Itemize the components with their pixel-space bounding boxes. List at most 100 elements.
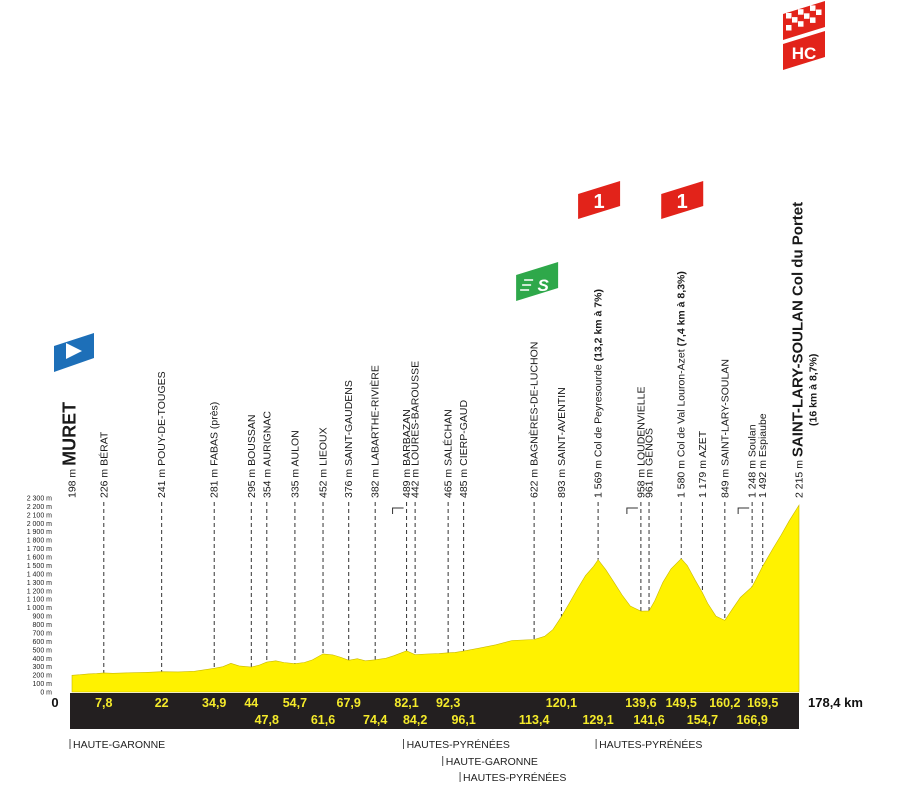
place-name: MURET [60, 402, 80, 466]
sprint-badge-text: S [537, 276, 549, 295]
checker-cell [792, 17, 798, 23]
place-altitude: 958 m [635, 466, 647, 498]
department-label: HAUTES-PYRÉNÉES [599, 738, 702, 751]
place-altitude: 376 m [343, 466, 355, 498]
km-label: 139,6 [625, 696, 656, 710]
place-name: LIEOUX [318, 427, 330, 466]
department-label: HAUTE-GARONNE [73, 739, 165, 751]
place-name: GÉNOS [643, 428, 656, 466]
place-label: 893 m SAINT-AVENTIN [556, 387, 568, 498]
place-altitude: 226 m [98, 466, 110, 498]
y-tick-label: 1 500 m [27, 563, 52, 570]
y-tick-label: 1 100 m [27, 597, 52, 604]
place-altitude: 849 m [719, 466, 731, 498]
place-label: 489 m BARBAZAN [401, 409, 413, 498]
y-tick-label: 1 000 m [27, 605, 52, 612]
place-label: 382 m LABARTHE-RIVIÈRE [369, 365, 382, 498]
y-tick-label: 1 300 m [27, 580, 52, 587]
km-label: 47,8 [255, 713, 279, 727]
place-name: BARBAZAN [401, 409, 413, 466]
place-altitude: 1 179 m [697, 458, 709, 498]
y-tick-label: 500 m [33, 647, 53, 654]
place-labels: 198 m MURET 226 m BÉRAT 241 m POUY-DE-TOUG… [60, 202, 820, 498]
checker-cell [810, 17, 816, 23]
category-badge [661, 181, 704, 219]
place-label: 226 m BÉRAT [97, 431, 110, 498]
place-altitude: 485 m [458, 466, 470, 498]
place-name: SAINT-AVENTIN [556, 387, 568, 466]
y-tick-label: 1 200 m [27, 588, 52, 595]
place-label: 958 m LOUDENVIELLE [635, 387, 647, 498]
place-altitude: 622 m [529, 466, 541, 498]
place-name: AZET [697, 430, 709, 457]
place-name: SAINT-GAUDENS [343, 380, 355, 466]
place-altitude: 452 m [318, 466, 330, 498]
place-name: BOUSSAN [246, 415, 258, 466]
place-name: FABAS (près) [209, 402, 221, 466]
km-label: 154,7 [687, 713, 718, 727]
checker-cell [798, 9, 804, 15]
place-altitude: 893 m [556, 466, 568, 498]
place-altitude: 489 m [401, 466, 413, 498]
department-label: HAUTE-GARONNE [446, 756, 538, 768]
place-label: 849 m SAINT-LARY-SOULAN [719, 359, 731, 498]
place-label: 961 m GÉNOS [643, 428, 656, 498]
y-tick-label: 2 000 m [27, 521, 52, 528]
y-tick-label: 200 m [33, 673, 53, 680]
sprint-lines-icon [520, 279, 534, 291]
y-tick-label: 400 m [33, 656, 53, 663]
place-name: Col de Peyresourde [593, 364, 605, 457]
start-arrow-icon [66, 343, 82, 359]
km-label: 149,5 [666, 696, 697, 710]
checker-cell [804, 13, 810, 19]
place-altitude: 1 569 m [593, 457, 605, 498]
place-label: 465 m SALÉCHAN [442, 409, 455, 498]
bracket-mark [626, 507, 638, 514]
place-name: AURIGNAC [261, 411, 273, 467]
place-altitude: 465 m [443, 466, 455, 498]
badges: S 1 1 HC [54, 1, 825, 372]
place-label: 354 m AURIGNAC [261, 411, 273, 498]
checker-cell [810, 5, 816, 11]
department-label: HAUTES-PYRÉNÉES [463, 771, 566, 784]
place-label: 1 492 m Espiaube [757, 413, 769, 498]
checker-cell [786, 13, 792, 19]
place-altitude: 354 m [261, 466, 273, 498]
place-name: SAINT-LARY-SOULAN Col du Portet [790, 202, 807, 457]
km-label: 113,4 [519, 713, 550, 727]
y-tick-label: 900 m [33, 614, 53, 621]
km-label: 160,2 [709, 696, 740, 710]
place-altitude: 1 580 m [676, 457, 688, 498]
place-altitude: 1 248 m [747, 457, 759, 498]
checker-cell [798, 21, 804, 27]
checker-cell [816, 9, 822, 15]
climb-detail: (13,2 km à 7%) [593, 289, 605, 364]
place-label: 1 569 m Col de Peyresourde (13,2 km à 7%… [593, 289, 605, 498]
place-name: SAINT-LARY-SOULAN [719, 359, 731, 466]
place-altitude: 241 m [156, 466, 168, 498]
department-label: HAUTES-PYRÉNÉES [407, 738, 510, 751]
place-altitude: 1 492 m [757, 457, 769, 498]
place-name: LOUDENVIELLE [635, 387, 647, 466]
place-altitude: 961 m [644, 466, 656, 498]
km-labels: 7,8 22 34,9 44 47,8 54,7 61,667,974,4 82,1 84,2 9… [95, 696, 778, 727]
y-tick-label: 2 300 m [27, 496, 52, 503]
place-name: BAGNÈRES-DE-LUCHON [528, 342, 541, 466]
km-label: 67,9 [337, 696, 361, 710]
place-altitude: 442 m [410, 466, 422, 498]
km-label: 54,7 [283, 696, 307, 710]
km-band [70, 693, 799, 729]
place-altitude: 335 m [289, 466, 301, 498]
km-label: 169,5 [747, 696, 778, 710]
y-tick-label: 800 m [33, 622, 53, 629]
y-tick-label: 2 200 m [27, 504, 52, 511]
hc-badge-text: HC [792, 44, 817, 63]
place-altitude: 382 m [370, 466, 382, 498]
hc-badge [783, 31, 825, 70]
y-tick-label: 1 700 m [27, 546, 52, 553]
bracket-mark [392, 507, 404, 514]
place-label: 452 m LIEOUX [318, 427, 330, 498]
place-name: SALÉCHAN [442, 409, 455, 466]
